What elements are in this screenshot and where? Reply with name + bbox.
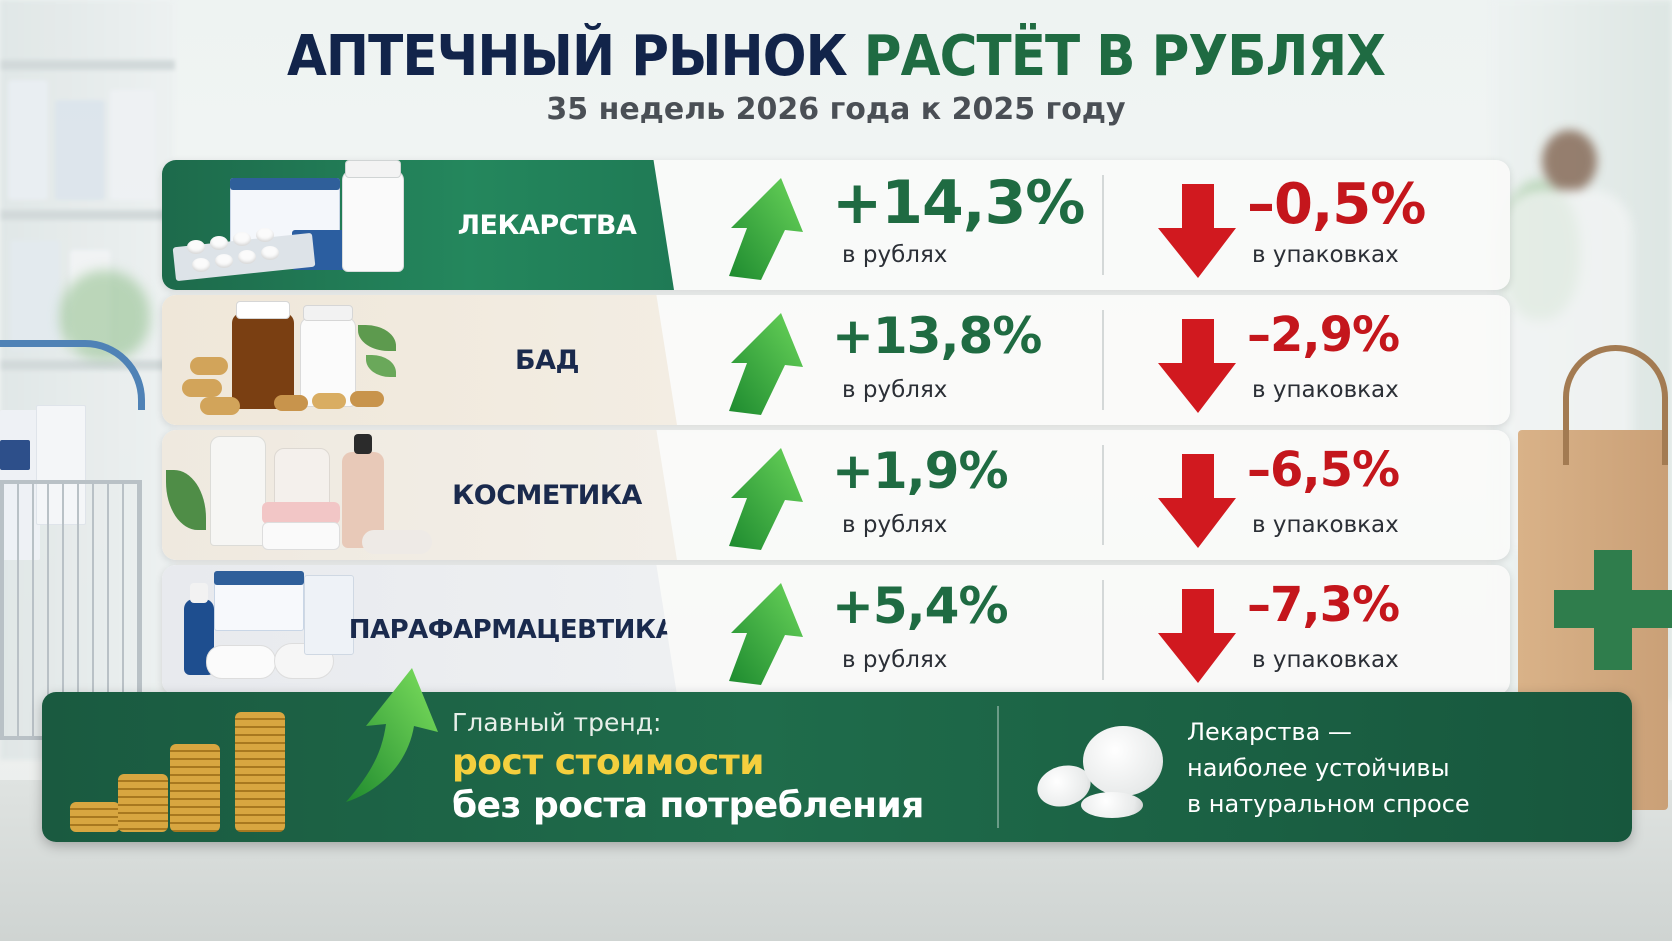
category-label: ПАРАФАРМАЦЕВТИКА [348, 615, 676, 645]
arrow-down-icon [1158, 319, 1236, 413]
arrow-down-icon [1158, 454, 1236, 548]
title-part-navy: АПТЕЧНЫЙ РЫНОК [286, 24, 848, 89]
trend-main-text: рост стоимости [452, 742, 765, 783]
pack-change-value: –7,3% [1247, 577, 1400, 633]
banner-divider [997, 706, 999, 828]
medicine-packs-illustration [162, 160, 442, 290]
row-cosmetics: КОСМЕТИКА +1,9% в рублях –6,5% в упаковк… [162, 430, 1510, 560]
arrow-up-icon [729, 313, 803, 415]
pack-change-label: в упаковках [1252, 647, 1399, 673]
pack-change-value: –6,5% [1247, 442, 1400, 498]
row-supplements: БАД +13,8% в рублях –2,9% в упаковках [162, 295, 1510, 425]
title-part-green: РАСТЁТ В РУБЛЯХ [863, 24, 1386, 89]
trend-sub-text: без роста потребления [452, 785, 924, 826]
rub-change-label: в рублях [842, 377, 948, 403]
row-divider [1102, 580, 1104, 680]
arrow-up-icon [729, 448, 803, 550]
arrow-up-icon [729, 583, 803, 685]
category-panel: БАД [162, 295, 677, 425]
note-line-1: Лекарства — [1187, 718, 1352, 746]
rub-change-value: +13,8% [832, 307, 1042, 365]
row-divider [1102, 310, 1104, 410]
row-medicines: ЛЕКАРСТВА +14,3% в рублях –0,5% в упаков… [162, 160, 1510, 290]
pack-change-label: в упаковках [1252, 512, 1399, 538]
page-subtitle: 35 недель 2026 года к 2025 году [546, 92, 1126, 127]
page-title: АПТЕЧНЫЙ РЫНОК РАСТЁТ В РУБЛЯХ [67, 24, 1605, 89]
rub-change-value: +14,3% [832, 168, 1085, 238]
summary-banner: Главный тренд: рост стоимости без роста … [42, 668, 1632, 842]
category-label: ЛЕКАРСТВА [457, 209, 637, 241]
category-label: БАД [514, 344, 580, 376]
category-panel: ПАРАФАРМАЦЕВТИКА [162, 565, 677, 695]
category-label: КОСМЕТИКА [452, 479, 642, 511]
banner-note: Лекарства — наиболее устойчивы в натурал… [1187, 714, 1607, 822]
row-divider [1102, 175, 1104, 275]
rub-change-value: +1,9% [832, 442, 1009, 500]
rub-change-value: +5,4% [832, 577, 1009, 635]
tablets-icon [1027, 722, 1167, 822]
rub-change-label: в рублях [842, 512, 948, 538]
rub-change-label: в рублях [842, 647, 948, 673]
row-parapharmaceutics: ПАРАФАРМАЦЕВТИКА +5,4% в рублях –7,3% в … [162, 565, 1510, 695]
rub-change-label: в рублях [842, 242, 948, 268]
note-line-3: в натуральном спросе [1187, 790, 1470, 818]
category-panel: КОСМЕТИКА [162, 430, 677, 560]
arrow-down-icon [1158, 184, 1236, 278]
category-panel: ЛЕКАРСТВА [162, 160, 674, 290]
pack-change-value: –2,9% [1247, 307, 1400, 363]
note-line-2: наиболее устойчивы [1187, 754, 1450, 782]
pack-change-value: –0,5% [1247, 172, 1426, 237]
arrow-up-icon [729, 178, 803, 280]
growth-arrow-icon [346, 668, 438, 802]
cosmetics-illustration [162, 430, 442, 560]
shopping-basket-icon [0, 340, 150, 760]
arrow-down-icon [1158, 589, 1236, 683]
trend-label: Главный тренд: [452, 708, 662, 737]
pack-change-label: в упаковках [1252, 377, 1399, 403]
coin-stacks-icon [70, 712, 370, 842]
row-divider [1102, 445, 1104, 545]
supplements-illustration [162, 295, 442, 425]
pack-change-label: в упаковках [1252, 242, 1399, 268]
parapharmacy-illustration [162, 565, 442, 695]
